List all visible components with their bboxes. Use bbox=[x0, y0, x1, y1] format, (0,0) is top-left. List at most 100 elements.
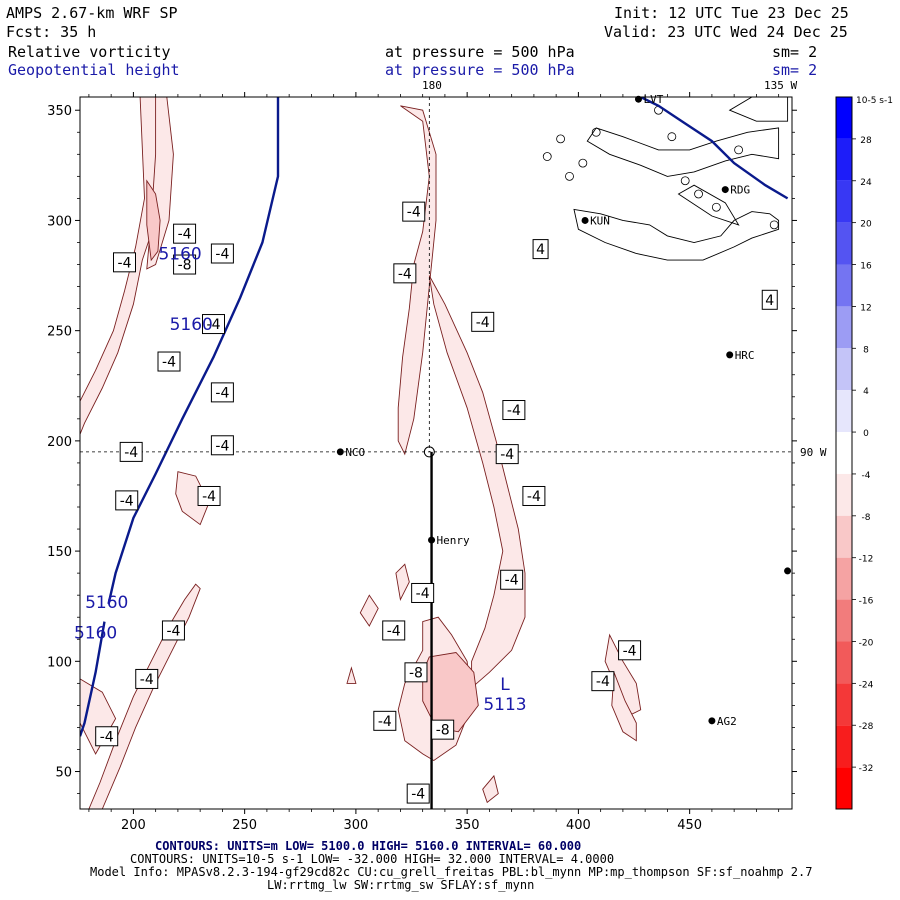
vorticity-label: -4 bbox=[476, 315, 490, 331]
vorticity-label-box bbox=[522, 485, 546, 506]
band-right-small bbox=[604, 633, 642, 715]
positive-vorticity-swirl bbox=[542, 152, 552, 161]
small-vort-contour bbox=[359, 594, 379, 627]
colorbar-swatch bbox=[836, 264, 852, 307]
y-tick-label: 50 bbox=[55, 766, 72, 781]
colorbar-level-label: 4 bbox=[863, 387, 869, 397]
height-contour-5160-north bbox=[80, 97, 280, 737]
x-tick-label: 250 bbox=[232, 818, 257, 833]
height-contour-label: 5160 bbox=[158, 245, 201, 265]
meridian-135w-label: 135 W bbox=[764, 79, 798, 92]
vorticity-label-box bbox=[591, 671, 615, 692]
colorbar-swatch bbox=[836, 97, 852, 139]
vorticity-label: -4 bbox=[100, 729, 114, 745]
positive-vorticity-swirl bbox=[667, 132, 677, 142]
colorbar-level-label: 24 bbox=[860, 178, 872, 188]
positive-vorticity-swirl bbox=[694, 189, 703, 199]
vorticity-label: -4 bbox=[166, 623, 180, 639]
vorticity-label-box bbox=[431, 719, 455, 740]
station-dot bbox=[721, 186, 729, 194]
meridian-90w-label: 90 W bbox=[800, 446, 827, 459]
colorbar-level-label: -8 bbox=[862, 513, 871, 523]
colorbar-level-label: -16 bbox=[859, 597, 874, 607]
model-title: AMPS 2.67-km WRF SP bbox=[6, 4, 178, 22]
vorticity-label: -4 bbox=[416, 586, 430, 602]
vorticity-label-box bbox=[402, 201, 426, 222]
positive-vorticity-label-box bbox=[532, 239, 549, 260]
meridian-180-label: 180 bbox=[422, 79, 442, 92]
positive-contour-east bbox=[728, 97, 789, 122]
vorticity-label-box bbox=[618, 640, 642, 661]
station-dot bbox=[336, 448, 344, 456]
vorticity-label: -8 bbox=[409, 665, 423, 681]
station-label-lvt: LVT bbox=[643, 93, 663, 106]
vorticity-label: -4 bbox=[207, 317, 221, 333]
vorticity-label: -4 bbox=[407, 205, 421, 221]
colorbar-swatch bbox=[836, 515, 852, 558]
vorticity-label: -4 bbox=[398, 266, 412, 282]
colorbar-level-label: 0 bbox=[863, 429, 869, 439]
colorbar-swatch bbox=[836, 432, 852, 474]
valid-time: Valid: 23 UTC Wed 24 Dec 25 bbox=[604, 23, 848, 41]
positive-vorticity-label-box bbox=[761, 289, 778, 310]
vorticity-label-box bbox=[157, 351, 181, 372]
field1-name: Relative vorticity bbox=[8, 43, 171, 61]
vorticity-label: -4 bbox=[527, 489, 541, 505]
low-center-letter: L bbox=[500, 675, 510, 695]
colorbar-level-label: 12 bbox=[860, 303, 871, 313]
colorbar-swatch bbox=[836, 138, 852, 181]
station-dot bbox=[708, 717, 716, 725]
colorbar-swatch bbox=[836, 222, 852, 265]
vorticity-label-box bbox=[135, 668, 159, 689]
footer-vorticity-contours: CONTOURS: UNITS=10-5 s-1 LOW= -32.000 HI… bbox=[130, 852, 615, 866]
positive-vorticity-label: 4 bbox=[765, 293, 774, 309]
vorticity-label: -4 bbox=[507, 403, 521, 419]
field2-name: Geopotential height bbox=[8, 61, 180, 79]
colorbar-unit-label: 10-5 s-1 bbox=[856, 96, 893, 106]
vorticity-label-box bbox=[393, 263, 417, 284]
vorticity-label: -4 bbox=[124, 445, 138, 461]
vorticity-label-box bbox=[502, 400, 526, 421]
vorticity-label-box bbox=[202, 314, 225, 335]
positive-vorticity-swirl bbox=[565, 171, 574, 181]
small-vort-contour bbox=[482, 774, 499, 804]
vorticity-label-box bbox=[197, 485, 221, 506]
guide-lines bbox=[80, 97, 792, 809]
vorticity-label-box bbox=[173, 223, 197, 244]
vorticity-label-box bbox=[373, 710, 397, 731]
core-left-minus8 bbox=[146, 179, 161, 262]
height-contour-layer bbox=[80, 97, 789, 737]
vorticity-label: -4 bbox=[140, 672, 154, 688]
station-label-henry: Henry bbox=[437, 534, 470, 547]
colorbar-frame bbox=[835, 96, 853, 810]
vorticity-label: -8 bbox=[178, 258, 192, 274]
positive-vorticity-swirl bbox=[769, 220, 779, 230]
positive-contour-ridge bbox=[677, 184, 740, 226]
station-dot bbox=[428, 536, 436, 544]
vorticity-label-box bbox=[495, 444, 519, 465]
positive-vorticity-swirl bbox=[711, 202, 721, 212]
station-label-kun: KUN bbox=[590, 214, 610, 227]
pole-marker bbox=[423, 446, 435, 458]
vorticity-label-box bbox=[404, 662, 428, 683]
colorbar-swatch bbox=[836, 599, 852, 642]
colorbar-level-label: 20 bbox=[860, 220, 872, 230]
y-tick-label: 100 bbox=[47, 655, 72, 670]
vorticity-label-box bbox=[382, 620, 406, 641]
vorticity-label: -4 bbox=[215, 385, 229, 401]
positive-contour-main bbox=[573, 208, 780, 261]
colorbar-level-label: -4 bbox=[862, 471, 871, 481]
x-tick-label: 300 bbox=[343, 818, 368, 833]
vorticity-label: -4 bbox=[215, 247, 229, 263]
colorbar-level-label: -20 bbox=[859, 638, 874, 648]
vorticity-label-box bbox=[115, 490, 139, 511]
station-dot bbox=[581, 216, 589, 224]
vorticity-label: -4 bbox=[623, 643, 637, 659]
x-tick-label: 200 bbox=[121, 818, 146, 833]
vorticity-label: -4 bbox=[178, 227, 192, 243]
vorticity-label-box bbox=[471, 311, 495, 332]
y-tick-label: 350 bbox=[47, 104, 72, 119]
vorticity-label-box bbox=[161, 620, 185, 641]
y-tick-label: 250 bbox=[47, 325, 72, 340]
vorticity-label: -4 bbox=[596, 674, 610, 690]
